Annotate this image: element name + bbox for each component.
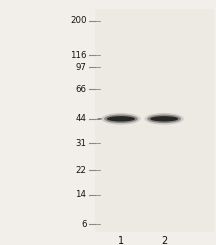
Text: 1: 1	[118, 236, 124, 245]
Bar	[95, 9, 214, 232]
Text: 97: 97	[76, 63, 86, 72]
Text: kDa: kDa	[66, 0, 86, 2]
Text: 200: 200	[70, 16, 86, 25]
Text: 6: 6	[81, 220, 86, 229]
Ellipse shape	[101, 113, 141, 125]
Text: 2: 2	[161, 236, 167, 245]
Ellipse shape	[150, 116, 178, 122]
Text: 66: 66	[75, 85, 86, 94]
Text: 31: 31	[75, 139, 86, 148]
Ellipse shape	[107, 116, 135, 122]
Text: 14: 14	[75, 190, 86, 199]
Text: 44: 44	[75, 114, 86, 123]
Text: 116: 116	[70, 51, 86, 60]
Ellipse shape	[147, 114, 181, 123]
Ellipse shape	[145, 113, 184, 125]
Text: 22: 22	[75, 166, 86, 175]
Ellipse shape	[104, 114, 138, 123]
